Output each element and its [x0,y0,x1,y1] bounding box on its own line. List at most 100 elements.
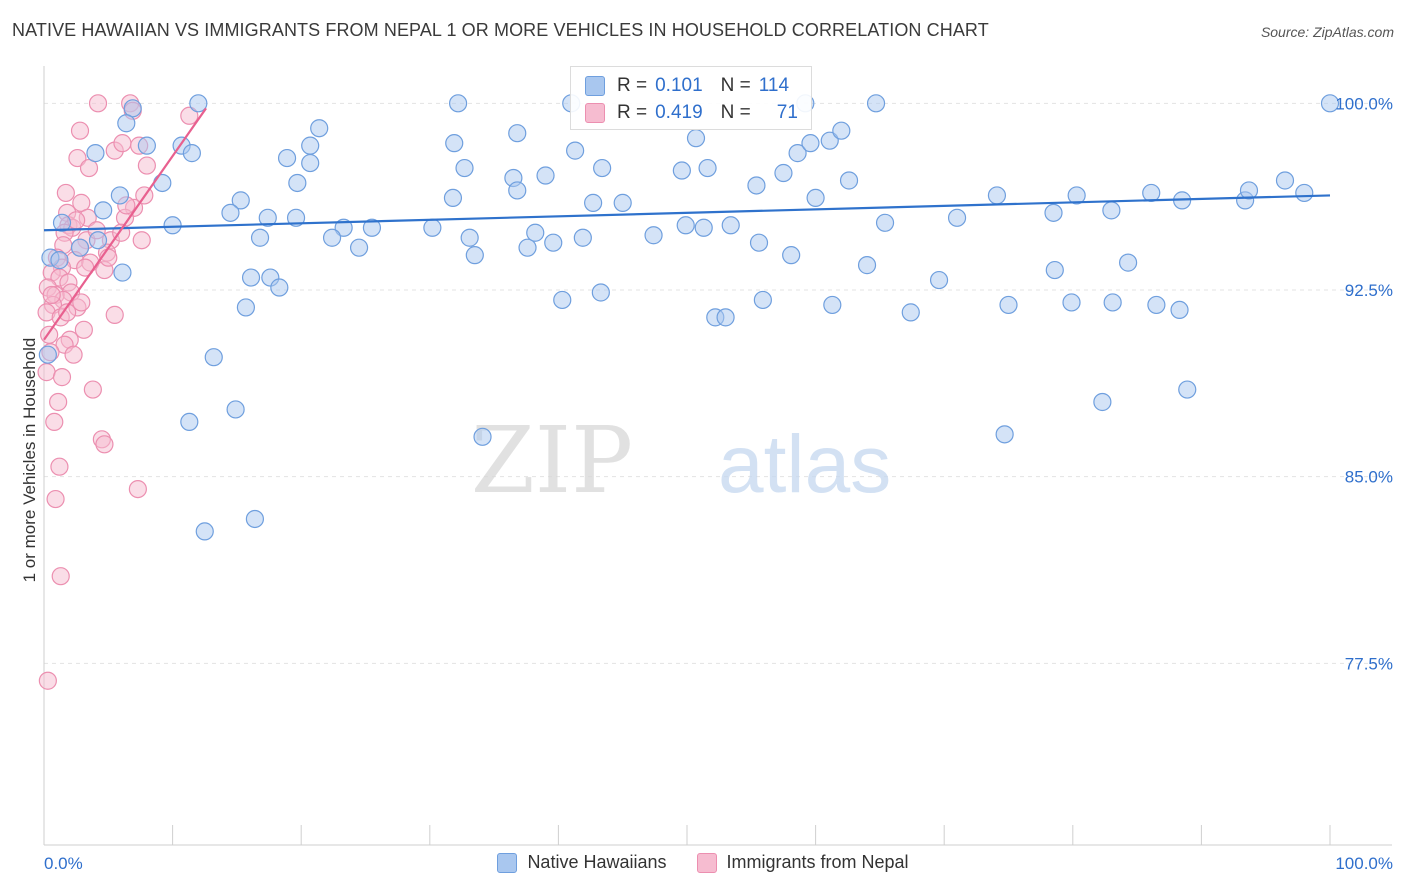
point-native-hawaiian [584,193,603,212]
point-native-hawaiian [901,303,920,322]
point-native-hawaiian [721,216,740,235]
point-nepal [70,121,90,140]
point-native-hawaiian [591,283,610,302]
point-native-hawaiian [236,298,256,317]
point-native-hawaiian [1320,94,1340,113]
point-native-hawaiian [1275,171,1295,190]
n-label: N = [720,102,751,123]
legend-item-native-hawaiians[interactable]: Native Hawaiians [497,852,667,873]
watermark-atlas: atlas [718,419,891,510]
point-native-hawaiian [1045,260,1064,280]
point-nepal [45,412,64,432]
point-native-hawaiian [1142,183,1161,203]
point-native-hawaiian [473,427,492,446]
point-native-hawaiian [70,238,90,257]
legend-item-nepal[interactable]: Immigrants from Nepal [696,852,909,873]
point-native-hawaiian [182,144,201,163]
point-native-hawaiian [423,218,442,237]
legend-label: Native Hawaiians [527,852,667,872]
legend-label: Immigrants from Nepal [726,852,909,872]
point-native-hawaiian [536,166,555,185]
point-native-hawaiian [117,114,136,133]
stats-row-pink: R = 0.419 N = 71 [585,102,798,124]
point-native-hawaiian [258,208,277,227]
n-value-pink: 71 [776,102,798,123]
point-native-hawaiian [277,148,297,168]
point-native-hawaiian [443,188,463,208]
point-native-hawaiian [362,218,382,237]
point-native-hawaiian [310,119,329,138]
tick-labels: 100.0% 92.5% 85.0% 77.5% 0.0% 100.0% [44,94,1393,873]
point-native-hawaiian [999,295,1018,315]
point-native-hawaiian [221,203,240,222]
point-native-hawaiian [544,233,563,252]
point-native-hawaiian [465,246,484,265]
point-native-hawaiian [94,201,113,220]
point-native-hawaiian [38,345,57,364]
blue-swatch [585,76,605,96]
point-native-hawaiian [526,223,545,242]
point-native-hawaiian [349,238,369,257]
point-nepal [50,457,69,476]
n-label: N = [720,75,751,96]
point-native-hawaiian [644,226,663,245]
legend-pink-swatch [696,852,717,873]
point-native-hawaiian [286,208,306,227]
point-native-hawaiian [806,188,825,208]
point-native-hawaiian [995,425,1014,444]
point-native-hawaiian [676,216,695,235]
point-native-hawaiian [866,94,886,113]
point-native-hawaiian [788,144,807,163]
point-native-hawaiian [782,246,801,265]
point-native-hawaiian [1102,201,1121,220]
point-native-hawaiian [137,136,156,155]
point-native-hawaiian [334,218,353,237]
r-label: R = [617,102,648,123]
series-nepal [37,94,199,690]
point-native-hawaiian [573,228,592,247]
point-nepal [105,305,124,324]
y-axis-label: 1 or more Vehicles in Household [20,337,39,583]
trend-lines [43,107,1331,341]
point-native-hawaiian [593,158,612,178]
point-native-hawaiian [747,176,766,195]
point-nepal [88,94,108,113]
trend-line-native-hawaiians [43,194,1331,232]
point-native-hawaiian [1147,295,1166,315]
stats-row-blue: R = 0.101 N = 114 [585,75,789,97]
point-native-hawaiian [226,400,245,419]
watermark-zip: ZIP [471,407,633,514]
x-tick-label: 0.0% [44,854,83,873]
point-native-hawaiian [875,213,895,232]
point-nepal [49,392,68,412]
stats-legend: R = 0.101 N = 114 R = 0.419 N = 71 [570,66,812,130]
point-nepal [132,231,151,250]
y-tick-label: 85.0% [1345,468,1393,487]
point-native-hawaiian [1062,293,1081,312]
point-native-hawaiian [241,268,261,287]
r-value-pink: 0.419 [655,102,703,123]
point-native-hawaiian [947,208,967,227]
point-nepal [64,345,83,364]
point-nepal [83,380,102,399]
point-native-hawaiian [1067,186,1086,205]
point-native-hawaiian [460,228,479,247]
watermark: ZIP atlas [471,407,891,514]
n-value-blue: 114 [758,75,790,96]
point-native-hawaiian [250,228,270,247]
point-native-hawaiian [270,278,289,297]
point-native-hawaiian [231,191,250,210]
bottom-legend: Native Hawaiians Immigrants from Nepal [0,852,1406,873]
series-native-hawaiians [38,94,1340,541]
point-native-hawaiian [686,129,706,148]
y-tick-label: 92.5% [1345,281,1393,300]
point-nepal [40,325,59,344]
chart-title: NATIVE HAWAIIAN VS IMMIGRANTS FROM NEPAL… [12,20,989,40]
point-native-hawaiian [508,181,527,200]
point-native-hawaiian [1239,181,1259,200]
point-native-hawaiian [832,121,851,140]
y-tick-label: 100.0% [1335,94,1393,113]
point-native-hawaiian [245,509,265,529]
point-native-hawaiian [1103,293,1122,312]
